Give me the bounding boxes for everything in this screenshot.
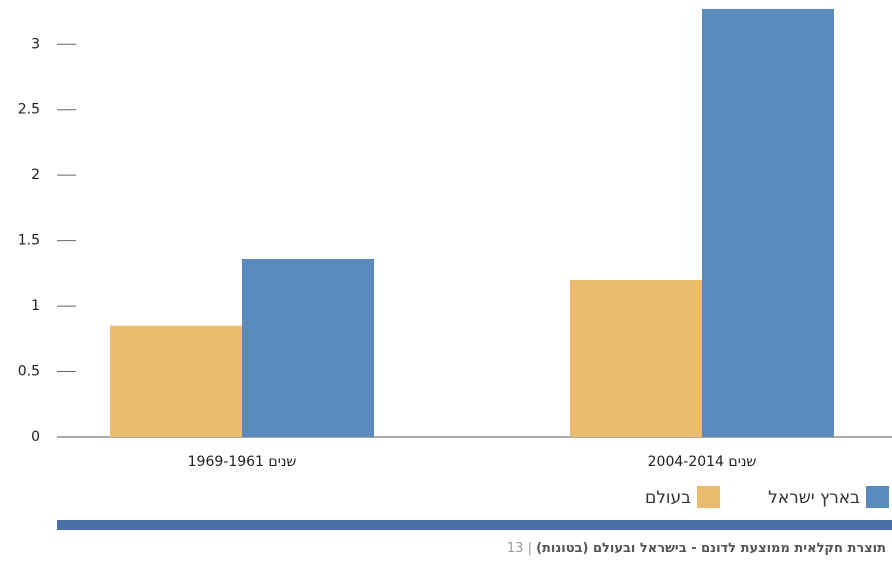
y-tick-label: 3 bbox=[31, 36, 40, 52]
x-tick-label: 1969-1961 שנים bbox=[188, 454, 297, 470]
bar bbox=[110, 325, 242, 437]
legend-label: בארץ ישראל bbox=[768, 488, 860, 508]
bar bbox=[570, 279, 702, 437]
legend-swatch bbox=[866, 486, 889, 508]
divider-bar bbox=[57, 520, 892, 530]
figure-number: 13 bbox=[506, 541, 524, 556]
legend-swatch bbox=[697, 486, 720, 508]
bar bbox=[242, 258, 374, 437]
y-tick-label: 2.5 bbox=[18, 102, 40, 118]
legend-label: בעולם bbox=[645, 488, 691, 508]
y-tick-label: 1 bbox=[31, 298, 40, 314]
caption: תוצרת חקלאית ממוצעת לדונם - בישראל ובעול… bbox=[507, 541, 886, 556]
y-tick-label: 0.5 bbox=[18, 364, 40, 380]
y-tick-label: 2 bbox=[31, 167, 40, 183]
caption-separator: | bbox=[527, 541, 532, 556]
bar bbox=[702, 8, 834, 437]
y-tick-label: 0 bbox=[31, 429, 40, 445]
caption-title: תוצרת חקלאית ממוצעת לדונם - בישראל ובעול… bbox=[536, 541, 886, 556]
y-tick-label: 1.5 bbox=[18, 233, 40, 249]
x-tick-label: 2004-2014 שנים bbox=[648, 454, 757, 470]
